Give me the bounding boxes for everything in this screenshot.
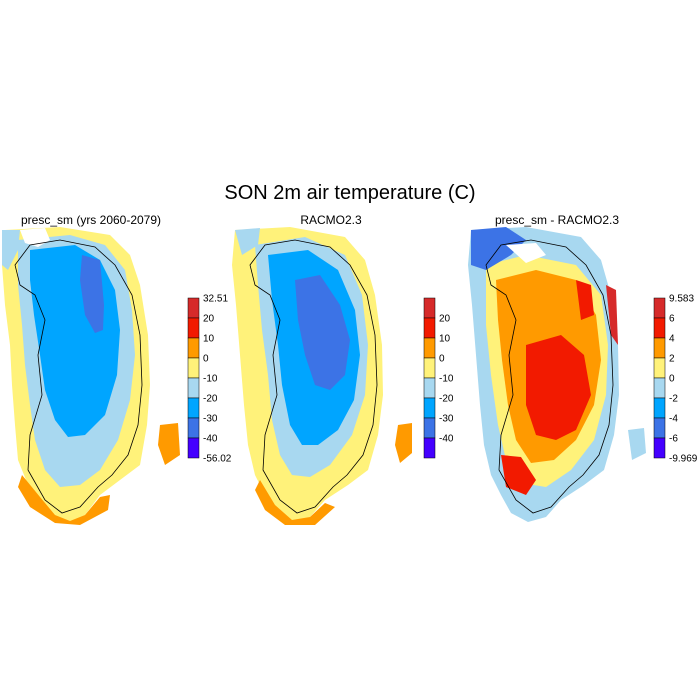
colorbar-3-label: -9.969 (669, 454, 698, 465)
colorbar-2-swatch (423, 417, 436, 439)
colorbar-3-label: -6 (669, 434, 678, 445)
colorbar-3-label: -4 (669, 414, 678, 425)
colorbar-1-swatch (187, 417, 200, 439)
colorbar-2-label: 20 (439, 314, 451, 325)
panel-2-coastline (249, 239, 378, 514)
colorbar-1-label: 20 (203, 314, 215, 325)
colorbar-1-label: -10 (203, 374, 218, 385)
panel-1-colorbar: 32.51 20 10 0 -10 -20 -30 -40 -56.02 (187, 294, 232, 465)
colorbar-1-swatch (187, 337, 200, 359)
colorbar-2-swatch (423, 397, 436, 419)
panel-2-island (395, 423, 412, 463)
colorbar-3-label: 4 (669, 334, 675, 345)
colorbar-2-swatch (423, 297, 436, 319)
panel-2-map-fill (232, 227, 383, 525)
panel-3-colorbar: 9.583 6 4 2 0 -2 -4 -6 -9.969 (653, 294, 698, 465)
figure-title: SON 2m air temperature (C) (224, 182, 476, 204)
colorbar-1-label: 10 (203, 334, 215, 345)
colorbar-2-swatch (423, 337, 436, 359)
colorbar-1-label: -40 (203, 434, 218, 445)
colorbar-2-label: -10 (439, 374, 454, 385)
colorbar-3-label: -2 (669, 394, 678, 405)
colorbar-1-swatch (187, 377, 200, 399)
colorbar-2-label: 10 (439, 334, 451, 345)
colorbar-1-label: 0 (203, 354, 209, 365)
colorbar-2-swatch (423, 317, 436, 339)
colorbar-1-label: 32.51 (203, 294, 228, 305)
colorbar-3-swatch (653, 377, 666, 399)
colorbar-3-swatch (653, 317, 666, 339)
panel-3-coastline (485, 239, 614, 514)
colorbar-2-label: -30 (439, 414, 454, 425)
colorbar-3-label: 2 (669, 354, 675, 365)
panel-3-map (468, 227, 646, 522)
colorbar-1-swatch (187, 357, 200, 379)
panel-3-map-fill (468, 227, 619, 522)
colorbar-3-swatch (653, 397, 666, 419)
panel-1-coastline (14, 239, 143, 514)
panel-3-title: presc_sm - RACMO2.3 (494, 213, 620, 227)
colorbar-2-label: 0 (439, 354, 445, 365)
panel-1-island (158, 423, 180, 465)
panel-3-island (628, 428, 646, 460)
colorbar-3-label: 9.583 (669, 294, 694, 305)
colorbar-1-swatch (187, 397, 200, 419)
panel-1-title: presc_sm (yrs 2060-2079) (20, 213, 162, 227)
colorbar-3-swatch (653, 417, 666, 439)
colorbar-1-label: -30 (203, 414, 218, 425)
colorbar-3-swatch (653, 437, 666, 459)
panel-2-colorbar: 20 10 0 -10 -20 -30 -40 (423, 297, 454, 459)
colorbar-3-swatch (653, 357, 666, 379)
colorbar-1-swatch (187, 437, 200, 459)
colorbar-2-label: -40 (439, 434, 454, 445)
colorbar-2-swatch (423, 357, 436, 379)
panel-1-map (2, 227, 180, 525)
colorbar-3-label: 0 (669, 374, 675, 385)
colorbar-2-swatch (423, 437, 436, 459)
colorbar-1-label: -20 (203, 394, 218, 405)
colorbar-3-label: 6 (669, 314, 675, 325)
colorbar-1-swatch (187, 317, 200, 339)
panel-2-title: RACMO2.3 (300, 213, 362, 227)
panel-2-map (232, 227, 412, 525)
colorbar-1-swatch (187, 297, 200, 319)
colorbar-1-label: -56.02 (203, 454, 232, 465)
colorbar-2-swatch (423, 377, 436, 399)
colorbar-2-label: -20 (439, 394, 454, 405)
colorbar-3-swatch (653, 297, 666, 319)
colorbar-3-swatch (653, 337, 666, 359)
panel-1-map-fill (2, 227, 150, 525)
